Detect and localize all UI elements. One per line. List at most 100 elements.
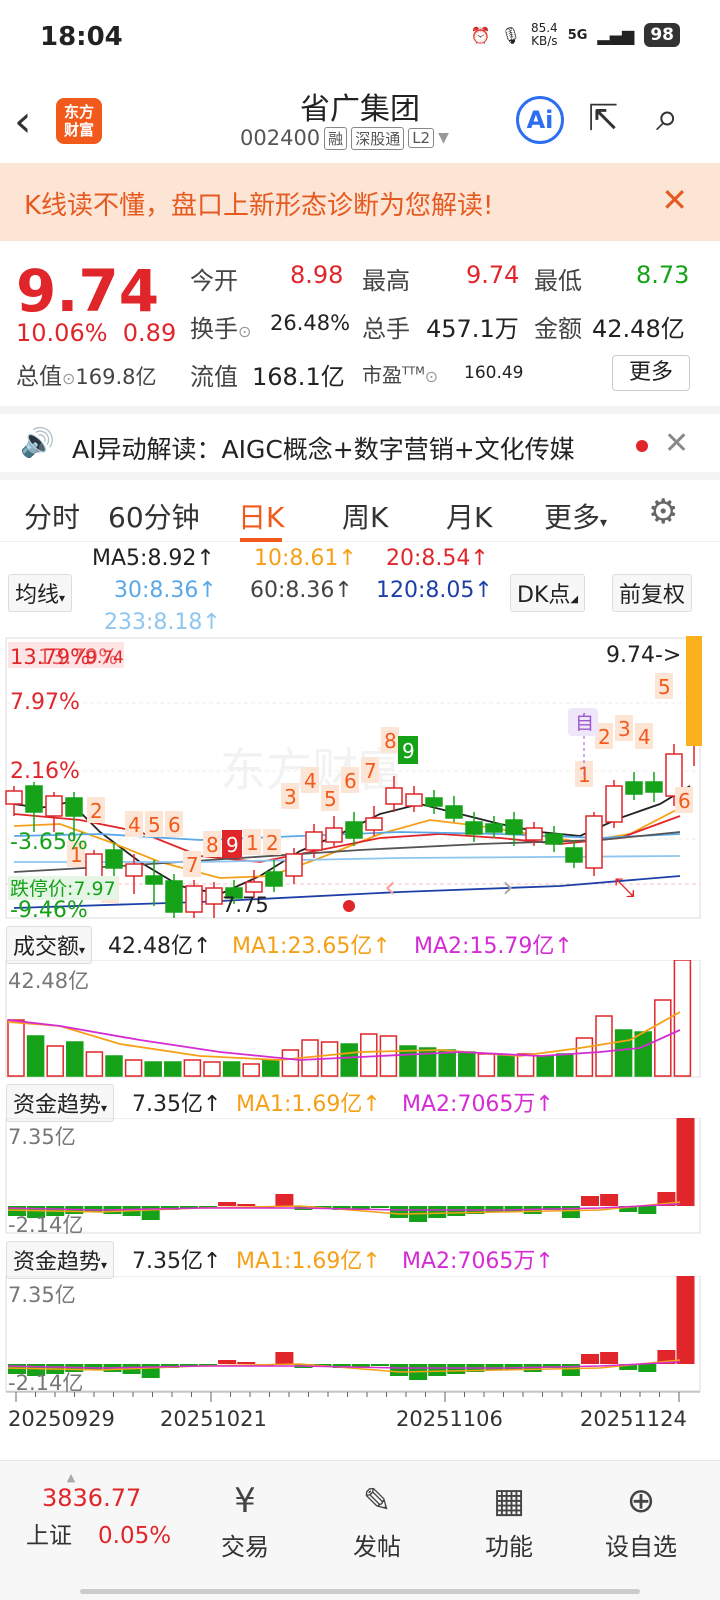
volume-bar <box>595 1015 613 1077</box>
tab-daily[interactable]: 日K <box>238 501 285 534</box>
watchlist-icon: ⊕ <box>626 1481 656 1521</box>
volume-ma2-line <box>7 1019 681 1061</box>
tab-60min[interactable]: 60分钟 <box>108 501 200 534</box>
fund-bar <box>332 1364 351 1368</box>
ma233-value: 233:8.18↑ <box>104 610 221 635</box>
fund-bar <box>676 1276 695 1364</box>
fund-bar <box>313 1206 332 1208</box>
svg-text:4: 4 <box>304 769 317 793</box>
ma-selector[interactable]: 均线▾ <box>8 574 73 612</box>
dk-point-selector[interactable]: DK点◢ <box>510 574 586 612</box>
volume-bar <box>164 1061 182 1077</box>
close-icon[interactable]: ✕ <box>664 426 690 461</box>
ma-line <box>13 875 681 909</box>
tab-monthly[interactable]: 月K <box>446 501 493 534</box>
more-button[interactable]: 更多 <box>612 355 690 391</box>
margin-tag: 融 <box>324 126 348 150</box>
ma-legend: MA5:8.92↑ 10:8.61↑ 20:8.54↑ 均线▾ 30:8.36↑… <box>0 544 720 636</box>
fund-bar <box>351 1206 370 1210</box>
fund-bar <box>600 1352 619 1364</box>
close-icon[interactable]: ✕ <box>661 181 688 219</box>
td-mark: 8 <box>381 727 399 753</box>
td-mark: 2 <box>263 829 281 855</box>
ma30-value: 30:8.36↑ <box>114 578 217 603</box>
svg-text:8: 8 <box>206 833 219 857</box>
candle <box>365 806 383 836</box>
volume-bar <box>26 1035 45 1077</box>
tab-intraday[interactable]: 分时 <box>24 501 81 534</box>
svg-text:9: 9 <box>226 833 239 857</box>
volume-bar <box>418 1047 437 1077</box>
expand-icon[interactable]: ⤡ <box>614 873 635 903</box>
x-axis-label: 20251124 <box>580 1407 687 1426</box>
volume-bar <box>458 1051 476 1077</box>
battery-icon: 98 <box>644 23 680 47</box>
adjust-selector[interactable]: 前复权 <box>612 574 693 612</box>
td-mark-nine: 9 <box>398 736 418 764</box>
high-value: 9.74 <box>466 261 520 289</box>
tab-more[interactable]: 更多▾ <box>544 501 608 534</box>
svg-text:3: 3 <box>284 785 297 809</box>
market-cap: 总值⊙169.8亿 <box>16 364 157 390</box>
volume-bar <box>614 1029 633 1077</box>
up-arrow-icon: ▲ <box>66 1471 76 1484</box>
nav-label: 交易 <box>221 1533 269 1561</box>
low-label: 最低 <box>534 267 582 295</box>
promo-banner[interactable]: K线读不懂，盘口上新形态诊断为您解读! ✕ <box>0 163 720 241</box>
ai-icon[interactable]: Ai <box>516 96 564 144</box>
fund-bar <box>218 1202 237 1206</box>
fund-bar <box>542 1206 561 1210</box>
volume-chart[interactable]: 42.48亿 <box>0 960 720 1078</box>
unread-dot <box>636 440 648 452</box>
self-select-label: 自 <box>575 712 594 734</box>
search-icon[interactable]: ⌕ <box>656 94 679 140</box>
chevron-down-icon: ▼ <box>438 130 449 146</box>
candle <box>605 780 623 828</box>
candle <box>145 860 163 906</box>
share-icon[interactable]: ⇱ <box>588 98 619 139</box>
pct-label-4: -9.46% <box>10 898 88 920</box>
fund-ma2-2: MA2:7065万↑ <box>402 1249 554 1274</box>
ma10-value: 10:8.61↑ <box>254 546 357 571</box>
volume-bar <box>222 1061 241 1077</box>
candle <box>565 840 583 868</box>
candle <box>505 812 523 846</box>
scroll-left-icon[interactable]: ‹ <box>384 870 396 905</box>
fund-chart-1[interactable]: 7.35亿 -2.14亿 <box>0 1118 720 1234</box>
candle <box>405 786 423 812</box>
back-icon[interactable]: ‹ <box>14 96 32 147</box>
volume-ma2: MA2:15.79亿↑ <box>414 934 573 959</box>
nav-function[interactable]: ▦ 功能 <box>464 1481 554 1562</box>
nav-post[interactable]: ✎ 发帖 <box>332 1481 422 1562</box>
volume-bar <box>85 1051 104 1077</box>
fund-selector-2[interactable]: 资金趋势▾ <box>6 1241 115 1279</box>
scroll-right-icon[interactable]: › <box>502 870 514 905</box>
app-logo[interactable]: 东方 财富 <box>56 98 102 144</box>
open-value: 8.98 <box>290 261 344 289</box>
volume-bar <box>477 1053 496 1077</box>
stock-name: 省广集团 <box>300 92 420 127</box>
fund-selector-1[interactable]: 资金趋势▾ <box>6 1084 115 1122</box>
fund-chart-2[interactable]: 7.35亿 -2.14亿 20250929 20251021 20251106 … <box>0 1276 720 1426</box>
status-icons: ⏰ 🎙 85.4 KB/s 5G ▂▄▆ 98 <box>471 22 680 48</box>
tab-weekly[interactable]: 周K <box>342 501 389 534</box>
volume-frame <box>5 960 701 1078</box>
status-bar: 18:04 ⏰ 🎙 85.4 KB/s 5G ▂▄▆ 98 <box>0 0 720 78</box>
gear-icon[interactable]: ⚙ <box>648 492 679 532</box>
top-price-label: 9.74 <box>86 648 124 668</box>
fund-bar <box>370 1364 389 1366</box>
ai-analysis-row[interactable]: 🔊 AI异动解读：AIGC概念+数字营销+文化传媒 ✕ <box>0 406 720 472</box>
index-ticker[interactable]: ▲ 3836.77 上证 0.05% <box>26 1471 186 1550</box>
volume-bar <box>556 1053 574 1077</box>
nav-trade[interactable]: ¥ 交易 <box>200 1481 290 1562</box>
candle <box>285 848 303 884</box>
stock-code-line[interactable]: 002400 融 深股通 L2 ▼ <box>240 126 449 150</box>
fund-bar <box>332 1206 351 1210</box>
volume-selector[interactable]: 成交额▾ <box>6 926 93 964</box>
period-tabs: 分时 60分钟 日K 周K 月K 更多▾ ⚙ <box>0 472 720 542</box>
nav-watchlist[interactable]: ⊕ 设自选 <box>596 1481 686 1562</box>
candle <box>165 874 183 918</box>
index-name: 上证 <box>26 1523 72 1549</box>
fund-bar <box>619 1206 638 1212</box>
